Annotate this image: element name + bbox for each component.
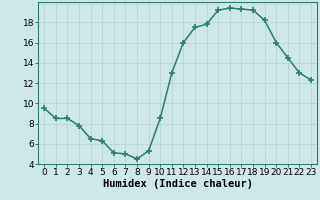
X-axis label: Humidex (Indice chaleur): Humidex (Indice chaleur) bbox=[103, 179, 252, 189]
